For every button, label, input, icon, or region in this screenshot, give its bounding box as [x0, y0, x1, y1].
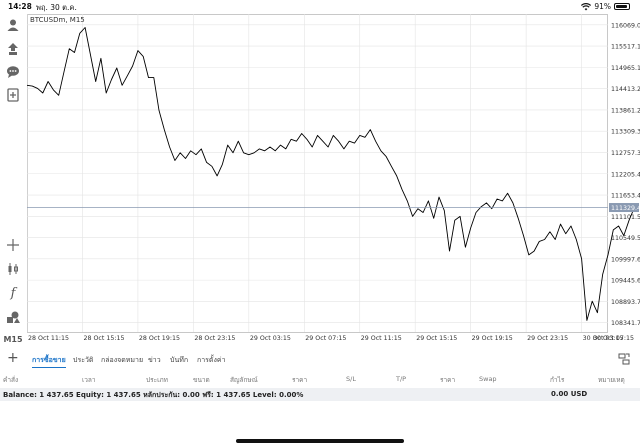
tab-history[interactable]: ประวัติ	[73, 356, 94, 364]
tab-mailbox[interactable]: กล่องจดหมาย	[101, 356, 144, 364]
balance-text: Balance: 1 437.65 Equity: 1 437.65 หลักป…	[3, 391, 304, 399]
y-tick-label: 111653.45	[611, 193, 640, 200]
tab-trade[interactable]: การซื้อขาย	[32, 355, 66, 368]
chart-area[interactable]: 116069.05 115517.10 114965.15 114413.20 1138…	[27, 14, 640, 342]
indicators-icon[interactable]: f	[10, 285, 16, 301]
y-tick-label: 112205.40	[611, 171, 640, 178]
left-toolbar: f M15	[0, 14, 27, 344]
col-price: ราคา	[292, 376, 308, 384]
x-tick-label: 28 Oct 19:15	[139, 335, 180, 342]
account-icon[interactable]	[4, 16, 22, 34]
y-tick-label: 113309.30	[611, 129, 640, 136]
y-tick-label: 116069.05	[611, 22, 640, 29]
x-tick-label: 29 Oct 15:15	[416, 335, 457, 342]
total-profit: 0.00 USD	[551, 390, 588, 398]
battery-fill	[616, 5, 627, 8]
wifi-icon	[581, 2, 592, 10]
crosshair-icon[interactable]	[4, 236, 22, 254]
x-tick-label: 29 Oct 07:15	[305, 335, 346, 342]
status-time: 14:28	[8, 2, 32, 11]
y-tick-label: 113861.25	[611, 107, 640, 114]
y-tick-label: 109997.60	[611, 256, 640, 263]
col-symbol: สัญลักษณ์	[230, 376, 258, 384]
y-tick-label: 108893.70	[611, 299, 640, 306]
status-right: 91%	[581, 2, 630, 11]
battery-icon	[614, 3, 630, 10]
positions-header: คำสั่ง เวลา ประเภท ขนาด สัญลักษณ์ ราคา S…	[0, 374, 640, 386]
layout-icon[interactable]	[618, 353, 630, 365]
price-chart[interactable]: 116069.05 115517.10 114965.15 114413.20 1138…	[27, 14, 640, 342]
col-profit: กำไร	[550, 376, 565, 384]
col-sl: S/L	[346, 375, 356, 383]
status-date: พฤ. 30 ต.ค.	[36, 3, 77, 12]
col-tp: T/P	[396, 375, 407, 383]
objects-icon[interactable]	[4, 308, 22, 326]
new-order-icon[interactable]	[4, 86, 22, 104]
col-order: คำสั่ง	[3, 376, 19, 384]
x-tick-label: 30 Oct 03:15	[583, 335, 624, 342]
candlestick-icon[interactable]	[4, 260, 22, 278]
balance-bar: Balance: 1 437.65 Equity: 1 437.65 หลักป…	[0, 388, 640, 401]
current-price-label: 111329.46	[611, 205, 640, 212]
tab-journal[interactable]: บันทึก	[170, 356, 189, 364]
tab-news[interactable]: ข่าว	[148, 356, 161, 364]
bottom-tabs: + การซื้อขาย ประวัติ กล่องจดหมาย ข่าว บั…	[0, 350, 640, 370]
y-tick-label: 111101.50	[611, 214, 640, 221]
col-current-price: ราคา	[440, 376, 456, 384]
y-tick-label: 110549.55	[611, 235, 640, 242]
home-indicator[interactable]	[236, 439, 404, 443]
col-swap: Swap	[479, 375, 497, 383]
col-volume: ขนาด	[193, 376, 210, 384]
col-comment: หมายเหตุ	[598, 376, 625, 384]
y-tick-label: 114413.20	[611, 86, 640, 93]
current-price-tag	[609, 203, 639, 213]
x-tick-label: 29 Oct 11:15	[361, 335, 402, 342]
x-tick-label: 29 Oct 23:15	[527, 335, 568, 342]
status-bar: 14:28 พฤ. 30 ต.ค. 91%	[0, 0, 640, 14]
x-tick-label: 30 Oct 07:15	[593, 335, 634, 342]
col-time: เวลา	[82, 376, 96, 384]
x-tick-label: 28 Oct 15:15	[83, 335, 124, 342]
x-tick-label: 29 Oct 19:15	[472, 335, 513, 342]
chat-icon[interactable]	[4, 63, 22, 81]
y-tick-label: 114965.15	[611, 65, 640, 72]
add-icon[interactable]: +	[7, 350, 19, 366]
timeframe-label[interactable]: M15	[3, 334, 23, 344]
price-line	[27, 27, 635, 321]
y-tick-label: 115517.10	[611, 44, 640, 51]
y-tick-label: 112757.35	[611, 150, 640, 157]
y-tick-label: 108341.75	[611, 320, 640, 327]
battery-percent: 91%	[594, 2, 611, 11]
x-tick-label: 28 Oct 11:15	[28, 335, 69, 342]
trade-icon[interactable]	[4, 40, 22, 58]
col-type: ประเภท	[146, 376, 168, 384]
chart-title: BTCUSDm, M15	[30, 16, 85, 24]
y-tick-label: 109445.65	[611, 278, 640, 285]
x-tick-label: 29 Oct 03:15	[250, 335, 291, 342]
tab-settings[interactable]: การตั้งค่า	[197, 356, 226, 364]
x-tick-label: 28 Oct 23:15	[194, 335, 235, 342]
